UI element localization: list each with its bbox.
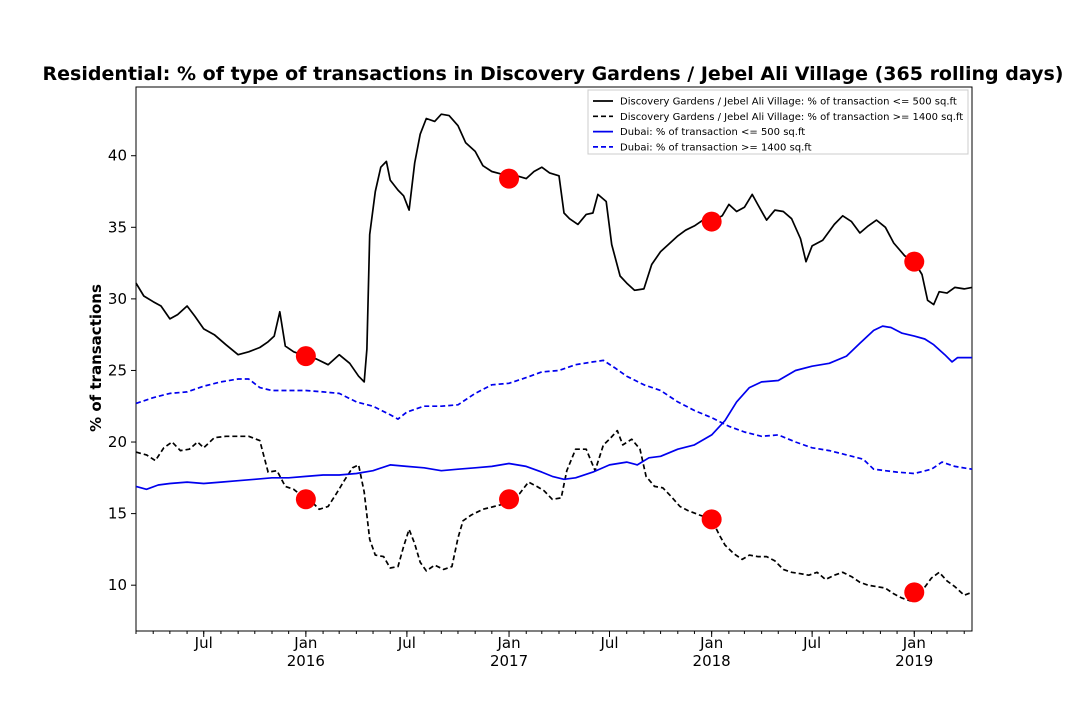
y-axis-label: % of transactions (87, 284, 105, 432)
series-lines (135, 113, 973, 602)
x-tick-label: Jul (397, 634, 416, 652)
series-line-2 (135, 429, 973, 602)
highlight-marker (701, 211, 722, 232)
x-tick-year-label: 2017 (490, 652, 528, 670)
legend-label: Dubai: % of transaction <= 500 sq.ft (620, 127, 805, 138)
series-line-4 (135, 359, 973, 475)
series-line-3 (135, 325, 972, 491)
x-tick-label: Jan (902, 634, 926, 652)
y-tick-label: 25 (108, 361, 127, 379)
y-tick-label: 30 (108, 290, 127, 308)
highlight-marker (295, 346, 316, 367)
highlight-marker (904, 251, 925, 272)
highlight-marker (904, 582, 925, 603)
y-tick-label: 15 (108, 505, 127, 523)
legend-box (587, 89, 969, 155)
y-tick-label: 20 (108, 433, 127, 451)
legend-label: Discovery Gardens / Jebel Ali Village: %… (620, 97, 957, 108)
highlight-marker (499, 489, 520, 510)
x-tick-label: Jan (293, 634, 317, 652)
y-tick-label: 10 (108, 576, 127, 594)
y-tick-label: 35 (108, 218, 127, 236)
x-tick-label: Jan (496, 634, 520, 652)
x-tick-label: Jul (802, 634, 821, 652)
x-tick-year-label: 2018 (693, 652, 731, 670)
x-tick-year-label: 2019 (895, 652, 933, 670)
highlight-marker (499, 168, 520, 189)
plot-frame (135, 86, 973, 632)
x-tick-year-label: 2016 (287, 652, 325, 670)
highlight-markers (295, 168, 925, 603)
chart-title: Residential: % of type of transactions i… (43, 63, 1064, 85)
x-tick-label: Jan (699, 634, 723, 652)
x-tick-label: Jul (599, 634, 618, 652)
legend-label: Discovery Gardens / Jebel Ali Village: %… (620, 112, 963, 123)
highlight-marker (701, 509, 722, 530)
legend-label: Dubai: % of transaction >= 1400 sq.ft (620, 142, 812, 153)
highlight-marker (295, 489, 316, 510)
x-tick-label: Jul (194, 634, 213, 652)
legend: Discovery Gardens / Jebel Ali Village: %… (587, 89, 969, 155)
y-tick-label: 40 (108, 147, 127, 165)
series-line-1 (135, 113, 973, 383)
